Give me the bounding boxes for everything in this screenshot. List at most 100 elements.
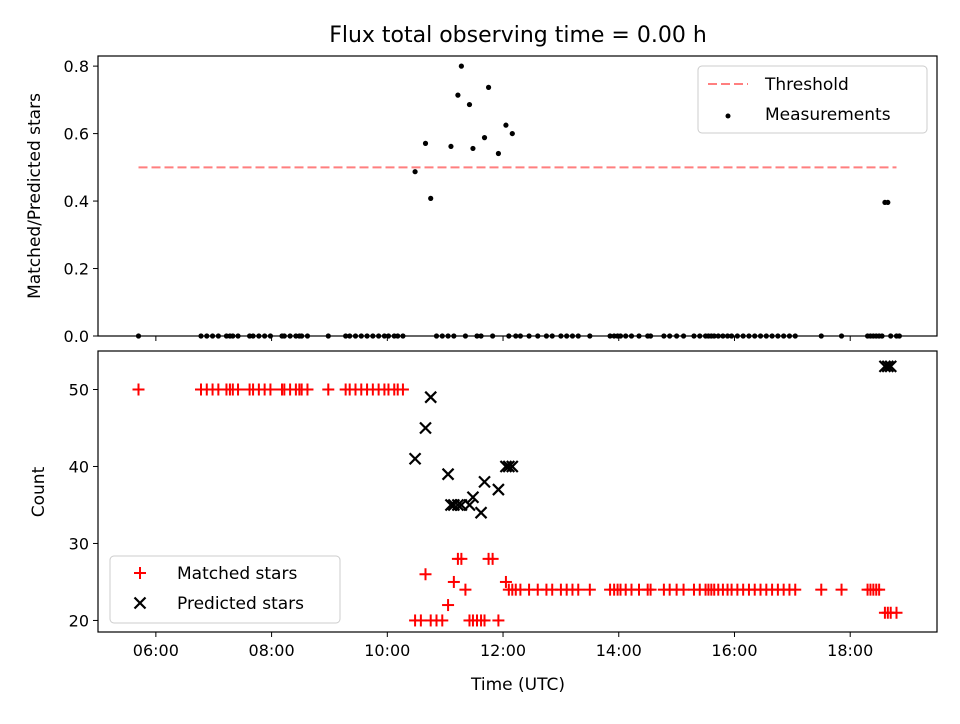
- measurement-point: [786, 333, 793, 339]
- x-tick-label: 16:00: [711, 641, 757, 660]
- legend-matched-label: Matched stars: [177, 564, 297, 584]
- matched-star-point: [815, 583, 828, 596]
- bottom-y-tick-label: 20: [69, 611, 89, 630]
- matched-star-point: [455, 552, 468, 565]
- bottom-y-tick-label: 50: [69, 380, 89, 399]
- measurement-point: [458, 63, 464, 69]
- measurement-point: [720, 333, 726, 339]
- measurement-point: [513, 333, 519, 339]
- predicted-star-point: [884, 360, 897, 373]
- measurement-point: [230, 333, 236, 339]
- matched-star-point: [835, 583, 848, 596]
- predicted-star-point: [424, 390, 437, 404]
- bottom-y-tick-label: 40: [69, 457, 89, 476]
- measurement-point: [575, 333, 581, 339]
- measurement-point: [451, 333, 457, 339]
- bottom-panel: 06:00 08:00 10:00 12:00 14:00 16:00 18:00 20 30…: [29, 350, 938, 695]
- measurement-point: [763, 333, 769, 339]
- top-panel: 0.00.20.40.60.8 Matched/Predicted stars …: [25, 55, 938, 346]
- top-legend: Threshold Measurements: [697, 65, 928, 134]
- measurement-point: [445, 333, 451, 339]
- measurement-point: [343, 333, 349, 339]
- measurement-point: [818, 333, 824, 339]
- matched-star-point: [789, 583, 802, 596]
- measurement-point: [381, 333, 388, 339]
- measurement-point: [535, 333, 541, 339]
- measurement-point: [564, 333, 570, 339]
- matched-star-point: [301, 383, 314, 396]
- measurement-point: [769, 333, 775, 339]
- matched-star-point: [644, 583, 657, 596]
- matched-star-point: [396, 383, 409, 396]
- bottom-x-ticks: 06:00 08:00 10:00 12:00 14:00 16:00 18:00: [133, 632, 873, 660]
- predicted-star-point: [474, 506, 488, 519]
- top-y-tick-label: 0.0: [64, 327, 89, 346]
- measurement-point: [347, 333, 353, 339]
- measurement-point: [325, 333, 331, 339]
- measurement-point: [757, 333, 764, 339]
- measurement-point: [792, 333, 798, 339]
- matched-star-point: [478, 614, 491, 627]
- matched-star-point: [459, 583, 472, 596]
- top-y-tick-label: 0.4: [64, 192, 89, 211]
- matched-star-point: [677, 583, 690, 596]
- matched-star-point: [890, 606, 903, 619]
- measurement-point: [746, 333, 752, 339]
- measurement-point: [740, 333, 746, 339]
- measurement-point: [724, 333, 731, 339]
- matched-star-point: [419, 568, 432, 581]
- measurement-point: [358, 333, 364, 339]
- measurement-point: [455, 92, 461, 98]
- legend-matched-swatch: [134, 567, 146, 579]
- measurement-point: [433, 333, 440, 339]
- measurement-point: [485, 84, 492, 90]
- predicted-star-point: [502, 460, 516, 473]
- matched-star-point: [499, 575, 512, 588]
- legend-predicted-swatch: [133, 596, 147, 610]
- measurement-point: [667, 333, 673, 339]
- x-tick-label: 08:00: [249, 641, 295, 660]
- predicted-star-point: [492, 483, 505, 496]
- measurement-point: [674, 333, 680, 339]
- bottom-y-ticks: 20 30 40 50: [69, 380, 98, 630]
- measurement-point: [209, 333, 216, 339]
- matched-star-point: [873, 583, 886, 596]
- measurement-point: [135, 333, 142, 339]
- top-y-tick-label: 0.8: [64, 57, 89, 76]
- measurement-point: [352, 333, 359, 339]
- measurement-point: [448, 143, 454, 150]
- measurement-point: [728, 333, 735, 339]
- measurement-point: [304, 333, 311, 339]
- measurement-point: [400, 333, 406, 339]
- top-y-tick-label: 0.6: [64, 125, 89, 144]
- x-tick-label: 18:00: [827, 641, 873, 660]
- legend-measurements-label: Measurements: [765, 105, 891, 125]
- predicted-star-point: [451, 498, 465, 512]
- measurement-point: [495, 150, 502, 157]
- measurement-point: [506, 333, 512, 339]
- x-tick-label: 14:00: [596, 641, 642, 660]
- matched-star-point: [264, 383, 277, 396]
- x-tick-label: 06:00: [133, 641, 179, 660]
- measurement-point: [711, 333, 717, 339]
- measurement-point: [680, 333, 687, 339]
- predicted-star-point: [408, 452, 422, 466]
- legend-predicted-marker: [133, 596, 147, 610]
- matched-star-point: [583, 583, 596, 596]
- predicted-star-point: [478, 475, 491, 489]
- measurement-point: [250, 333, 256, 339]
- matched-star-point: [572, 583, 585, 596]
- bottom-legend: Matched stars Predicted stars: [109, 555, 341, 624]
- predicted-star-point: [463, 498, 476, 512]
- measurement-point: [623, 333, 629, 339]
- x-tick-label: 12:00: [480, 641, 526, 660]
- measurement-point: [281, 333, 287, 339]
- measurement-point: [256, 333, 262, 339]
- measurement-point: [715, 333, 721, 339]
- top-y-tick-label: 0.2: [64, 260, 89, 279]
- measurement-point: [775, 333, 781, 339]
- measurement-point: [364, 333, 370, 339]
- measurement-point: [517, 333, 523, 339]
- measurement-point: [470, 145, 476, 152]
